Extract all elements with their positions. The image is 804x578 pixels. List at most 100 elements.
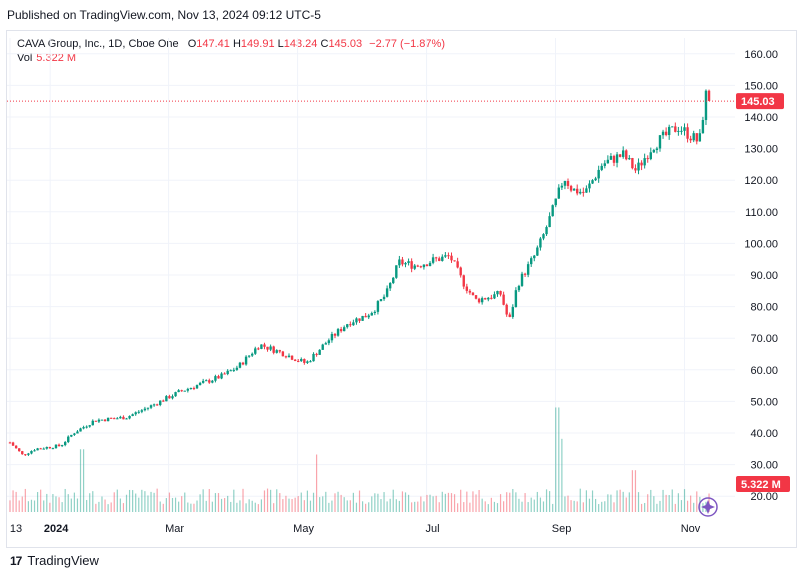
candle-body [73,433,76,435]
candle-body [254,348,257,354]
volume-bar [420,496,422,512]
candle-body [333,333,337,336]
volume-bar [227,495,229,512]
volume-bar [518,498,520,512]
candle-body [109,417,113,419]
candle-body [284,356,288,358]
volume-bar [598,504,600,512]
candle-body [241,362,245,365]
candle-body [290,355,294,360]
volume-bar [352,492,354,512]
candle-body [297,360,300,362]
volume-bar [147,495,149,512]
footer-brand[interactable]: 17 TradingView [10,553,99,568]
volume-bar [220,498,223,512]
volume-bar [622,491,624,512]
volume-bar [315,454,318,512]
volume-bar [285,495,287,512]
symbol-label[interactable]: CAVA Group, Inc., 1D, Cboe One [17,38,179,50]
candle-body [45,447,48,449]
sparkle-icon[interactable] [698,497,718,517]
candle-body [94,420,98,422]
candle-body [88,425,91,427]
candle-body [505,304,508,315]
volume-bar [309,500,312,512]
open-value: 147.41 [196,38,230,50]
candle-body [113,418,116,420]
candle-body [487,297,490,300]
candle-body [217,376,220,379]
candle-body [278,350,282,352]
chart-frame[interactable] [6,30,797,548]
volume-bar [631,470,633,512]
candle-body [195,385,199,389]
candle-body [560,185,564,188]
volume-bar [276,489,278,512]
candle-body [517,285,521,291]
candle-body [177,390,180,393]
candle-body [263,344,266,347]
volume-bar [506,492,508,512]
low-label: L [277,38,284,50]
volume-bar [628,492,630,512]
volume-bar [168,492,171,512]
candle-body [162,400,165,402]
candle-body [192,388,196,390]
volume-bar [107,504,109,512]
candle-body [42,448,45,450]
x-tick-label: 2024 [44,523,69,535]
volume-bar [392,489,394,512]
volume-bar [509,492,511,512]
volume-bar [230,501,232,512]
volume-bar [594,498,597,512]
candle-body [404,263,407,265]
volume-bar [601,501,603,512]
volume-bar [319,497,321,512]
volume-bar [539,497,542,512]
volume-bar [196,500,198,512]
volume-bar [521,501,523,512]
volume-bar [591,490,594,512]
candle-body [631,158,634,169]
ohlc-legend: CAVA Group, Inc., 1D, Cboe One O147.41 H… [17,36,445,53]
candle-body [300,359,303,362]
volume-bar [493,501,496,512]
published-caption: Published on TradingView.com, Nov 13, 20… [7,8,321,22]
candle-body [410,261,413,269]
candle-body [122,416,125,420]
candle-body [293,359,297,361]
candle-body [140,410,144,412]
price-badge-text: 145.03 [741,96,775,108]
volume-bar [576,501,578,512]
volume-bar [472,491,474,512]
candle-body [511,307,515,317]
volume-bar [545,489,548,512]
candle-body [315,353,318,355]
volume-bar [365,503,367,512]
candle-body [576,188,579,194]
volume-bar [205,500,207,512]
candle-body [459,267,462,276]
candle-body [640,162,643,166]
candle-body [468,290,472,293]
y-tick-label: 130.00 [744,144,778,156]
volume-bar [386,501,388,512]
volume-bar [312,492,315,512]
volume-bar [444,493,446,512]
volume-bar [116,489,118,512]
candle-body [686,127,689,139]
volume-bar [128,489,131,512]
candle-body [168,396,171,399]
volume-bar [582,502,584,512]
volume-bar [270,489,272,512]
candle-body [364,315,367,318]
candle-body [226,370,229,375]
candle-body [349,324,352,326]
candle-body [652,149,656,153]
volume-bar [604,501,606,512]
volume-badge: 5.322 M [736,476,790,492]
candle-body [266,346,269,350]
volume-bar [634,470,637,512]
x-tick-label: Sep [552,523,572,535]
